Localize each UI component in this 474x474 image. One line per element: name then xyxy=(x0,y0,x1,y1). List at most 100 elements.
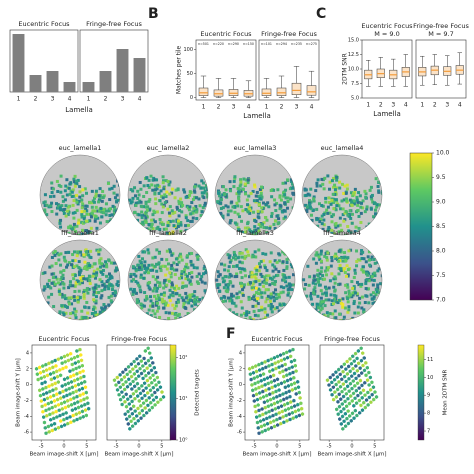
hex-cell xyxy=(274,366,278,371)
pixel xyxy=(333,254,337,258)
pixel xyxy=(232,185,236,189)
hex-cell xyxy=(50,360,54,364)
hex-cell xyxy=(149,400,153,405)
hex-cell xyxy=(76,405,81,410)
pixel xyxy=(246,250,250,254)
pixel xyxy=(238,266,242,270)
pixel xyxy=(260,206,264,210)
pixel xyxy=(341,318,345,320)
hex-cell xyxy=(372,397,376,402)
pixel xyxy=(170,311,174,315)
pixel xyxy=(160,257,164,261)
hex-cell xyxy=(356,349,361,353)
hex-cell xyxy=(283,408,288,413)
pixel xyxy=(238,251,242,255)
pixel xyxy=(372,215,376,219)
pixel xyxy=(303,287,307,291)
background xyxy=(128,155,208,235)
hex-cell xyxy=(62,417,66,422)
pixel xyxy=(145,208,149,212)
pixel xyxy=(43,208,47,212)
pixel xyxy=(56,189,60,193)
pixel xyxy=(108,187,112,191)
pixel xyxy=(243,226,247,230)
pixel xyxy=(129,287,133,291)
pixel xyxy=(100,215,104,219)
pixel xyxy=(326,314,330,318)
pixel xyxy=(370,193,374,197)
pixel xyxy=(312,288,316,292)
pixel xyxy=(73,290,77,294)
pixel xyxy=(289,262,293,266)
pixel xyxy=(98,310,102,314)
pixel xyxy=(74,281,78,285)
pixel xyxy=(82,290,86,294)
pixel xyxy=(255,190,259,194)
pixel xyxy=(271,269,275,273)
pixel xyxy=(113,196,117,200)
pixel xyxy=(180,270,184,274)
hex-cell xyxy=(337,367,341,372)
annotation: n=290 xyxy=(228,42,239,46)
pixel xyxy=(287,287,291,291)
pixel xyxy=(107,209,111,213)
x-tick-label: -5 xyxy=(252,444,257,450)
hex-cell xyxy=(130,424,135,429)
hex-cell xyxy=(362,368,367,373)
pixel xyxy=(320,214,324,218)
pixel xyxy=(143,264,147,268)
hex-cell xyxy=(267,364,271,368)
hex-cell xyxy=(147,408,152,413)
x-tick-label: -5 xyxy=(114,444,119,450)
hex-cell xyxy=(71,367,75,372)
hex-cell xyxy=(370,392,374,397)
pixel xyxy=(107,295,111,299)
pixel xyxy=(228,308,232,312)
pixel xyxy=(307,283,311,287)
pixel xyxy=(331,192,335,196)
pixel xyxy=(342,315,346,319)
hex-cell xyxy=(141,364,145,368)
pixel xyxy=(174,304,178,308)
pixel xyxy=(376,288,380,292)
pixel xyxy=(335,204,339,208)
pixel xyxy=(351,291,355,295)
pixel xyxy=(332,302,336,306)
pixel xyxy=(95,248,99,252)
pixel xyxy=(102,303,106,307)
pixel xyxy=(94,189,98,193)
pixel xyxy=(75,193,79,197)
x-axis-label: Lamella xyxy=(243,112,271,120)
pixel xyxy=(258,265,262,269)
hex-cell xyxy=(130,387,134,391)
hex-cell xyxy=(256,425,260,430)
hex-cell xyxy=(128,382,132,387)
hex-cell xyxy=(297,413,302,418)
pixel xyxy=(306,264,310,268)
hex-cell xyxy=(350,399,354,403)
pixel xyxy=(317,283,321,287)
pixel xyxy=(254,304,258,308)
hex-cell xyxy=(251,393,256,398)
pixel xyxy=(288,187,292,191)
pixel xyxy=(216,285,220,289)
pixel xyxy=(203,281,207,285)
hex-cell xyxy=(254,364,258,368)
hex-cell xyxy=(255,374,259,379)
pixel xyxy=(178,276,182,280)
hex-cell xyxy=(140,383,144,388)
pixel xyxy=(59,190,63,194)
pixel xyxy=(166,221,170,225)
pixel xyxy=(116,267,120,271)
bar xyxy=(46,71,59,92)
hex-cell xyxy=(79,375,83,380)
pixel xyxy=(302,278,306,282)
pixel xyxy=(360,282,364,286)
pixel xyxy=(94,215,98,219)
pixel xyxy=(330,259,334,263)
hex-cell xyxy=(342,362,346,367)
pixel xyxy=(42,288,46,292)
hex-cell xyxy=(327,383,331,387)
hex-cell xyxy=(142,356,146,361)
pixel xyxy=(319,308,323,312)
